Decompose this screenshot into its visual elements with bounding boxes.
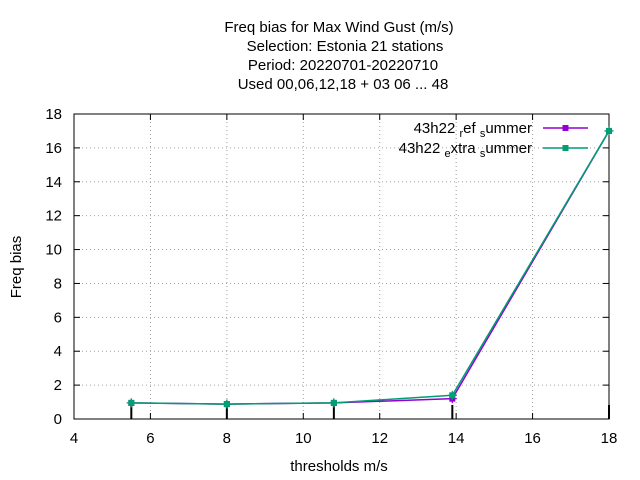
x-tick-label: 8 — [223, 430, 231, 447]
legend-entry-2: 43h22 extra summer — [399, 140, 588, 160]
y-tick-label: 2 — [54, 377, 62, 394]
x-tick-label: 12 — [371, 430, 388, 447]
legend-label-part: 43h22 — [399, 140, 445, 157]
legend-label-part: ummer — [485, 140, 532, 157]
legend-entry-1: 43h22 ref summer — [414, 120, 588, 140]
threshold-markers — [130, 405, 610, 419]
grid — [74, 114, 609, 419]
legend-label-part: xtra — [451, 140, 480, 157]
x-tick-label: 4 — [70, 430, 78, 447]
y-tick-label: 14 — [45, 174, 62, 191]
chart-title: Freq bias for Max Wind Gust (m/s) Select… — [224, 19, 453, 93]
series-line — [131, 130, 610, 405]
y-tick-label: 6 — [54, 309, 62, 326]
y-tick-label: 10 — [45, 242, 62, 259]
plot-frame — [73, 113, 610, 420]
legend-swatch-point — [562, 145, 569, 151]
y-tick-label: 0 — [54, 411, 62, 428]
x-tick-label: 10 — [295, 430, 312, 447]
legend-swatch-point — [562, 125, 569, 131]
series-1 — [126, 126, 614, 409]
x-axis-label: thresholds m/s — [290, 458, 388, 475]
legend-label-part: r — [459, 128, 463, 140]
series-line — [131, 130, 610, 405]
title-line-4: Used 00,06,12,18 + 03 06 ... 48 — [238, 76, 449, 93]
title-line-3: Period: 20220701-20220710 — [248, 57, 438, 74]
y-tick-label: 4 — [54, 343, 62, 360]
y-tick-label: 8 — [54, 275, 62, 292]
y-tick-label: 16 — [45, 140, 62, 157]
y-tick-label: 12 — [45, 208, 62, 225]
y-axis-label: Freq bias — [8, 236, 25, 299]
legend-label-part: s — [480, 128, 486, 140]
x-tick-label: 18 — [601, 430, 618, 447]
legend-label-part: ummer — [485, 120, 532, 137]
x-tick-label: 6 — [146, 430, 154, 447]
legend-label-part: e — [445, 148, 451, 160]
legend-label-part: ef — [463, 120, 480, 137]
title-line-1: Freq bias for Max Wind Gust (m/s) — [224, 19, 453, 36]
legend-label-part: s — [480, 148, 486, 160]
y-tick-label: 18 — [45, 106, 62, 123]
series-layer — [126, 126, 614, 409]
legend-label-part: 43h22 — [414, 120, 460, 137]
legend-label: 43h22 extra summer — [399, 140, 532, 160]
x-tick-label: 16 — [524, 430, 541, 447]
axes: 4 6 8 10 12 14 16 18 0 2 4 6 8 10 12 14 16 18 — [45, 106, 617, 447]
series-2 — [126, 126, 614, 409]
x-tick-label: 14 — [448, 430, 465, 447]
legend-label: 43h22 ref summer — [414, 120, 532, 140]
title-line-2: Selection: Estonia 21 stations — [247, 38, 444, 55]
